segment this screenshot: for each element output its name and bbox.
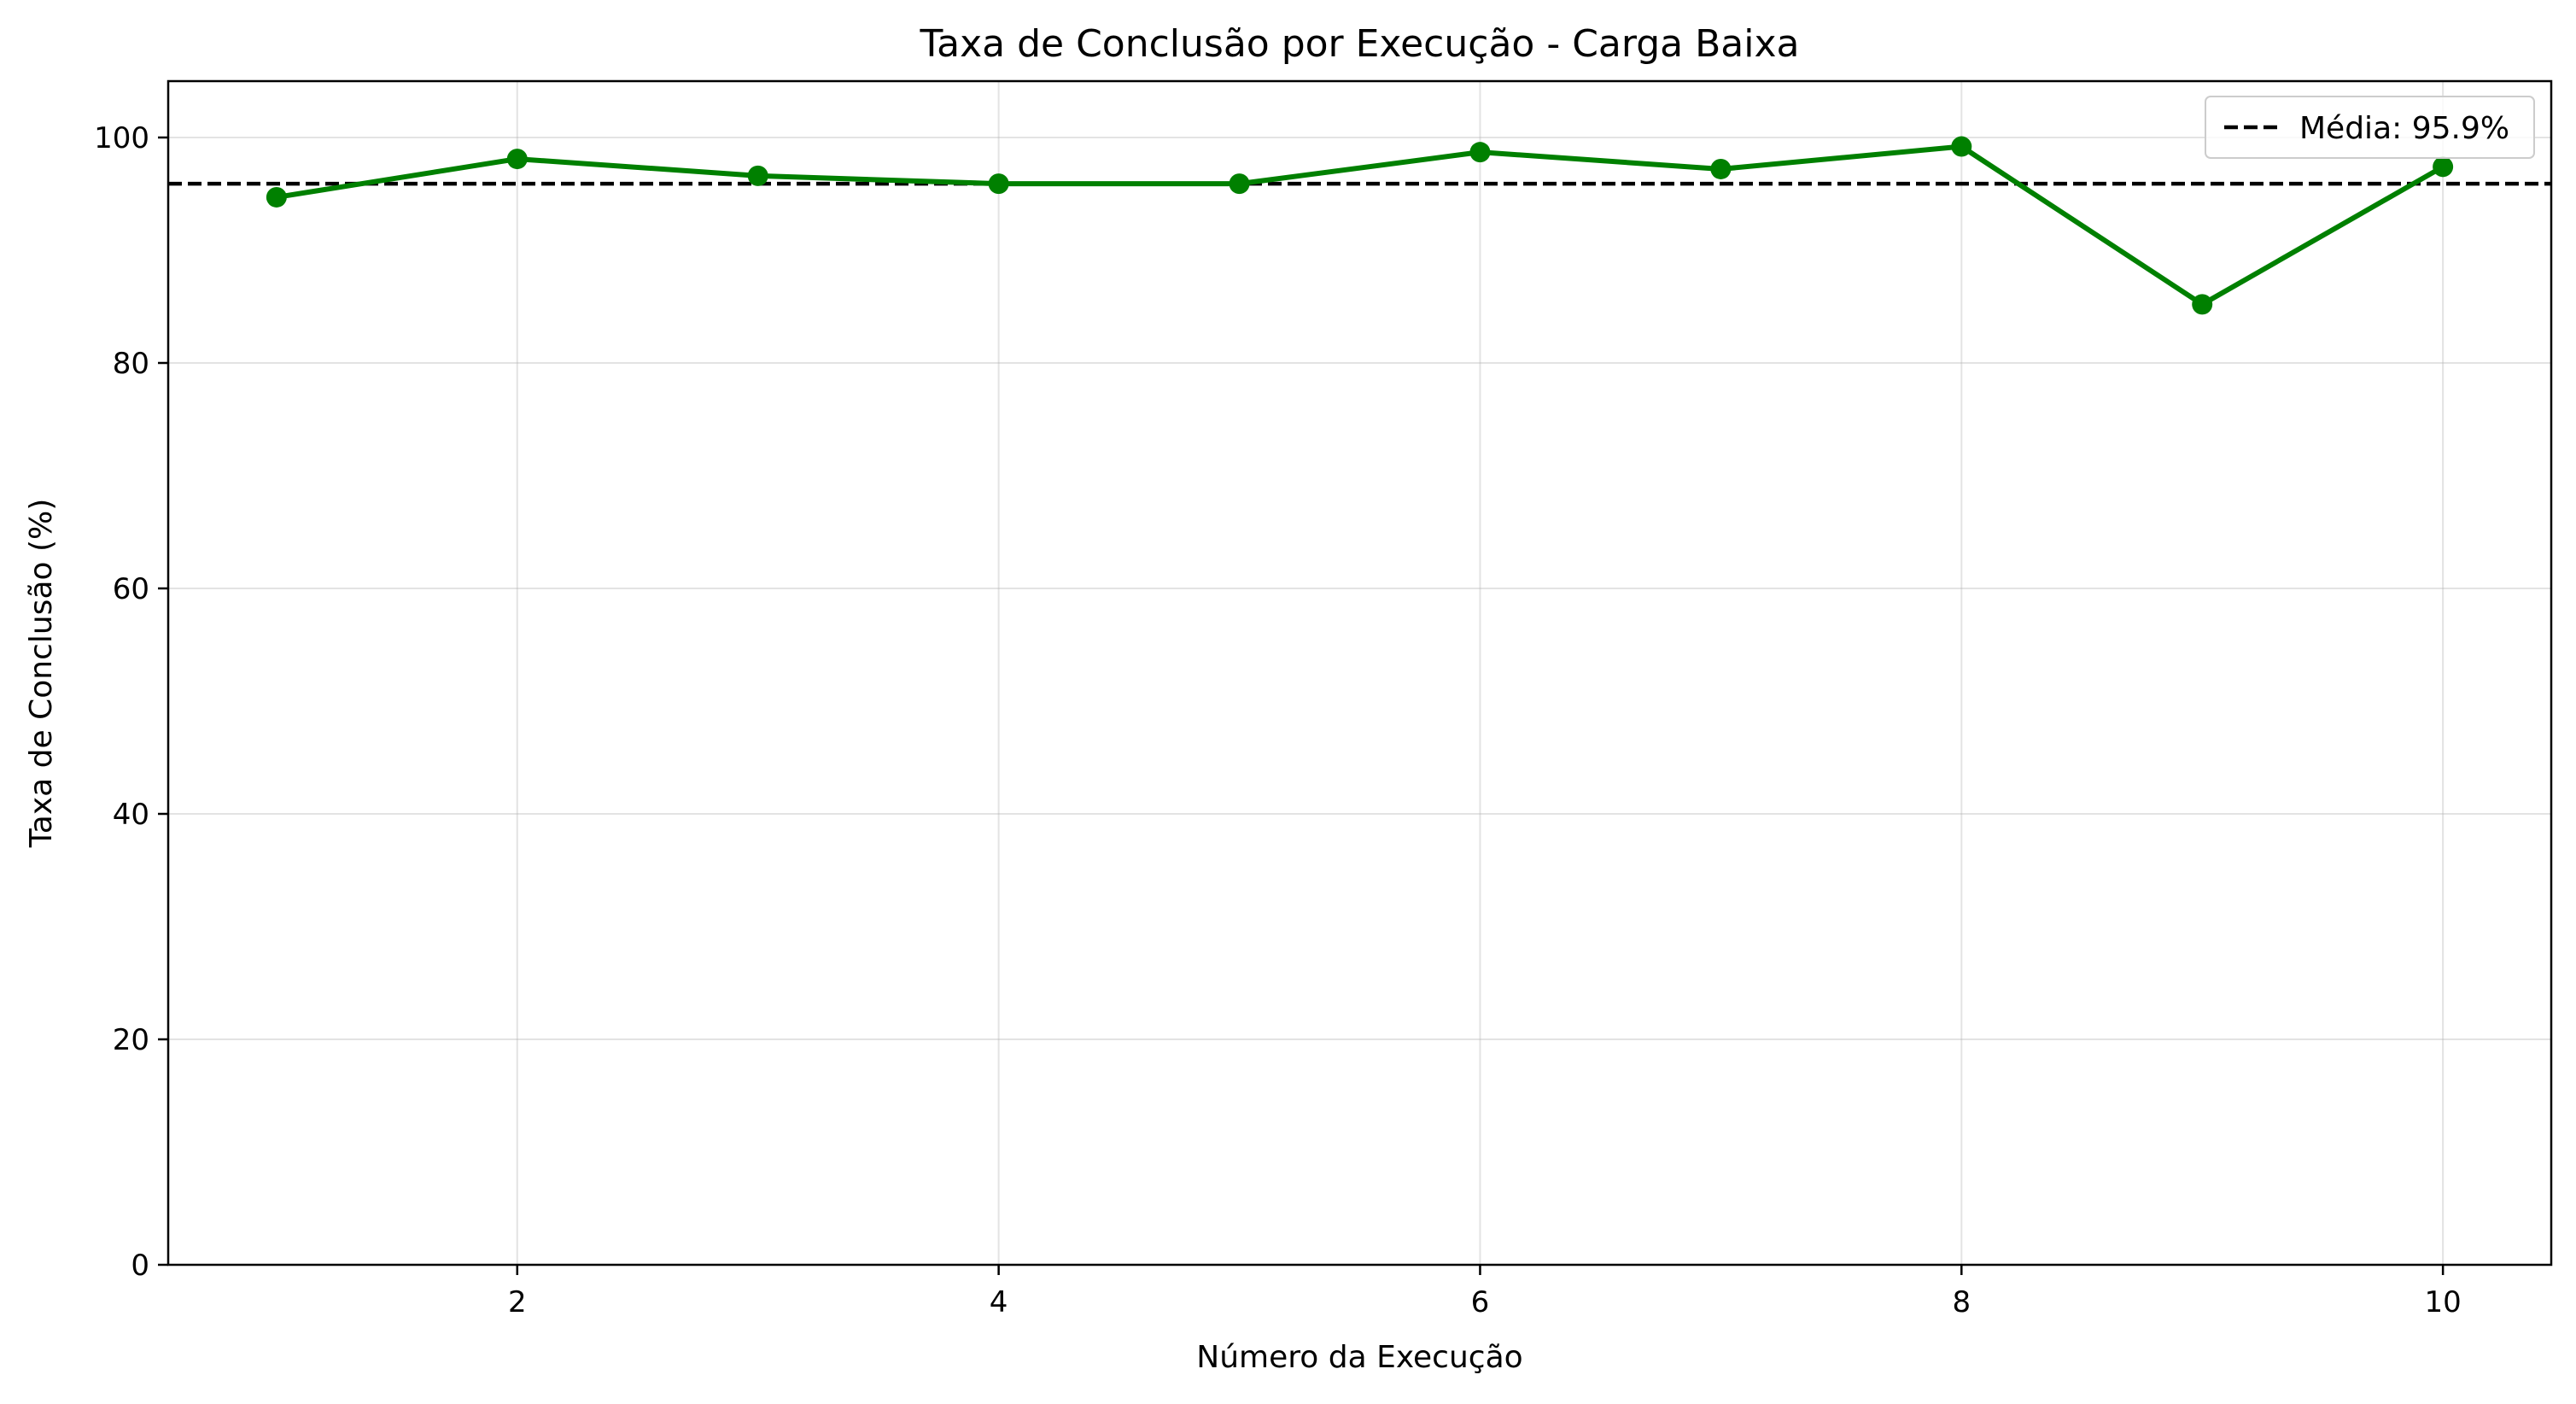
data-point [1951,136,1972,157]
data-point [1469,142,1491,163]
y-tick-label: 80 [113,347,149,381]
plot-frame [166,79,2553,1267]
x-tick-label: 6 [1471,1285,1490,1319]
data-point [988,173,1009,195]
x-tick-label: 8 [1952,1285,1971,1319]
series-layer [266,136,2454,315]
data-point [2192,294,2213,315]
legend-box [2205,96,2535,159]
y-tick-label: 40 [113,798,149,832]
data-point [266,186,287,208]
y-tick-label: 20 [113,1023,149,1057]
data-point [1229,173,1250,195]
x-tick-label: 2 [508,1285,527,1319]
legend: Média: 95.9% [2205,96,2535,159]
y-axis-title: Taxa de Conclusão (%) [24,499,59,849]
chart-title: Taxa de Conclusão por Execução - Carga B… [920,22,1800,66]
y-tick-label: 0 [131,1249,149,1283]
legend-label-mean: Média: 95.9% [2299,111,2509,146]
y-tick-label: 60 [113,572,149,606]
data-point [506,149,528,170]
y-tick-label: 100 [94,121,149,155]
x-tick-label: 10 [2425,1285,2462,1319]
data-point [2433,156,2454,178]
series-line [276,143,2445,307]
data-point [747,165,768,186]
x-axis-title: Número da Execução [1196,1340,1522,1375]
data-point [1710,158,1732,179]
x-tick-label: 4 [990,1285,1008,1319]
